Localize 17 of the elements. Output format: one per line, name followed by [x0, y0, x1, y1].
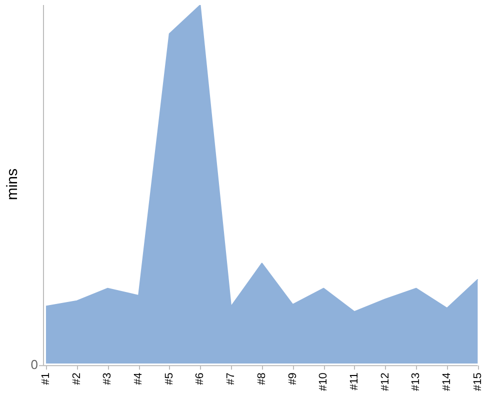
x-tick-label: #3 — [102, 372, 114, 385]
x-tick-label: #15 — [472, 372, 484, 392]
x-tick-label: #13 — [410, 372, 422, 392]
x-tick-label: #2 — [70, 372, 83, 385]
x-tick-label: #14 — [440, 372, 453, 392]
x-tick-label: #6 — [194, 372, 206, 385]
x-tick-label: #5 — [163, 372, 176, 385]
x-tick-label: #1 — [40, 372, 52, 385]
x-tick-label: #9 — [286, 372, 299, 385]
x-tick-label: #7 — [225, 372, 238, 385]
x-tick-label: #12 — [379, 372, 392, 392]
text: 0 — [30, 357, 38, 372]
x-tick-label: #4 — [132, 372, 145, 385]
x-tick-label: #8 — [256, 372, 268, 385]
x-tick-label: #11 — [348, 372, 360, 390]
y-axis-title: mins — [4, 168, 22, 200]
x-tick-label: #10 — [318, 372, 330, 392]
